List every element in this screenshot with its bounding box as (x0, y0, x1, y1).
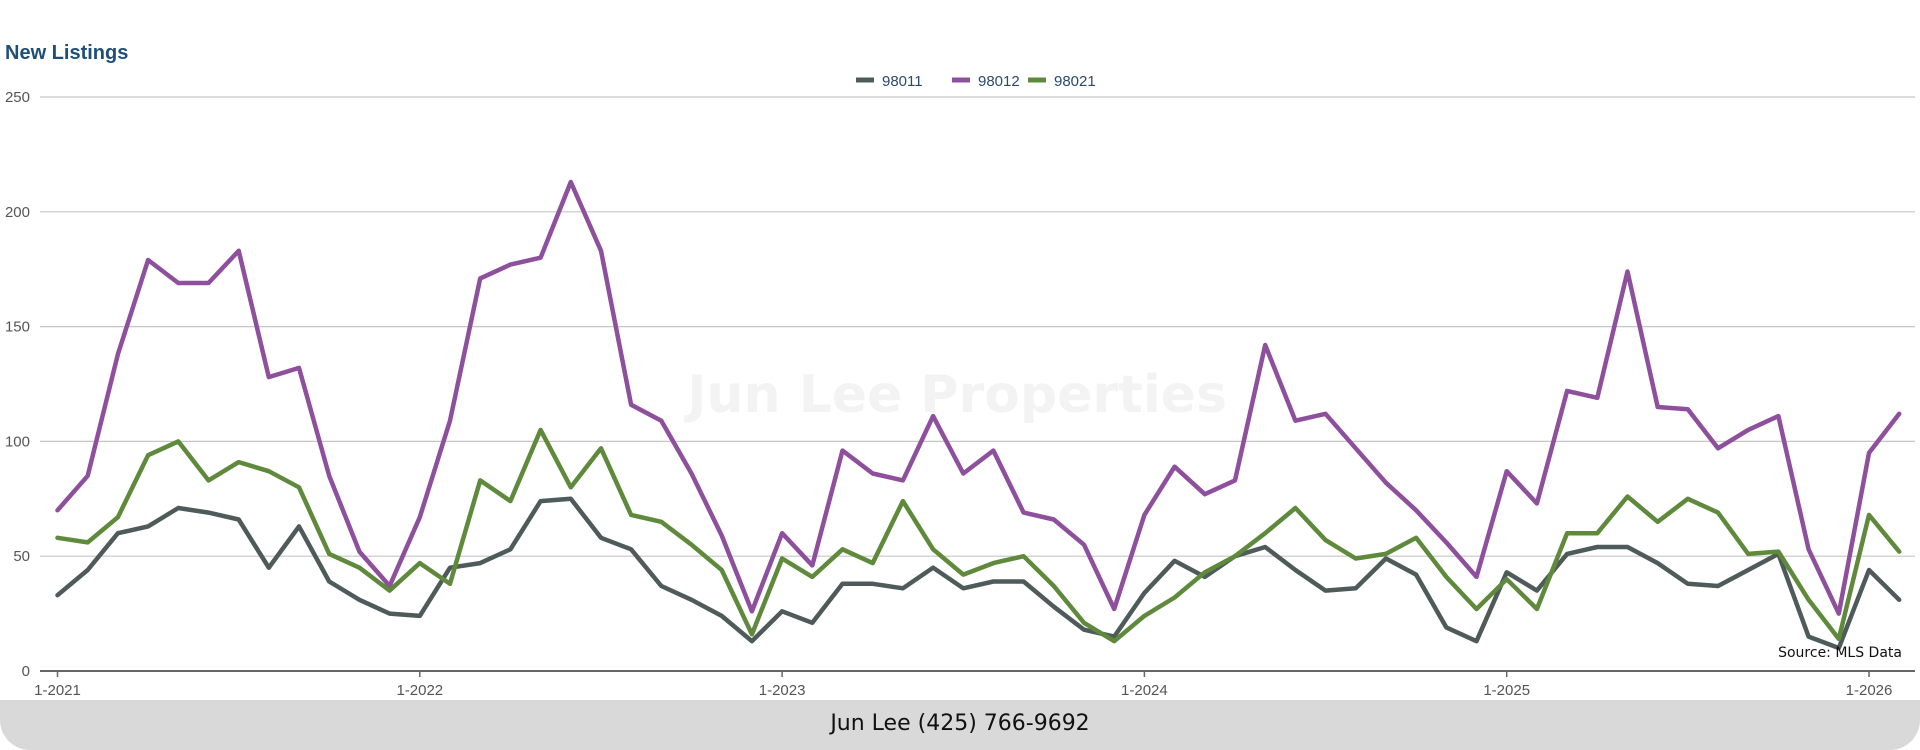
y-tick-label: 100 (5, 433, 30, 450)
series-line-98021 (55, 427, 1902, 644)
x-tick-label: 1-2021 (34, 682, 81, 699)
legend: 98011 98012 98021 (856, 73, 1096, 90)
y-axis: 0 50 100 150 200 250 (5, 89, 30, 680)
legend-label: 98021 (1054, 73, 1096, 90)
line-chart: Jun Lee Properties 0 50 100 150 200 250 1-202… (5, 73, 1915, 699)
x-tick-label: 1-2024 (1121, 682, 1168, 699)
legend-label: 98011 (882, 73, 923, 90)
gridlines (40, 96, 1915, 557)
series-line-98011 (55, 496, 1902, 651)
x-tick-label: 1-2026 (1846, 682, 1893, 699)
y-tick-label: 0 (22, 663, 30, 680)
x-axis: 1-2021 1-2022 1-2023 1-2024 1-2025 1-2026 (34, 670, 1915, 699)
chart-title: New Listings (5, 42, 129, 64)
legend-item-98011[interactable]: 98011 (856, 73, 923, 90)
y-tick-label: 150 (5, 319, 30, 336)
y-tick-label: 250 (5, 89, 30, 106)
series-line-98012 (55, 179, 1902, 616)
contact-text: Jun Lee (425) 766-9692 (830, 711, 1090, 736)
legend-label: 98012 (978, 73, 1020, 90)
y-tick-label: 50 (13, 548, 30, 565)
source-annotation: Source: MLS Data (1778, 645, 1902, 661)
y-tick-label: 200 (5, 204, 30, 221)
footer-bar: Jun Lee (425) 766-9692 (0, 700, 1920, 750)
x-tick-label: 1-2025 (1483, 682, 1530, 699)
legend-item-98012[interactable]: 98012 (952, 73, 1020, 90)
x-tick-label: 1-2023 (759, 682, 806, 699)
x-tick-label: 1-2022 (396, 682, 443, 699)
legend-item-98021[interactable]: 98021 (1028, 73, 1096, 90)
watermark: Jun Lee Properties (684, 365, 1227, 425)
series-lines (55, 179, 1902, 651)
